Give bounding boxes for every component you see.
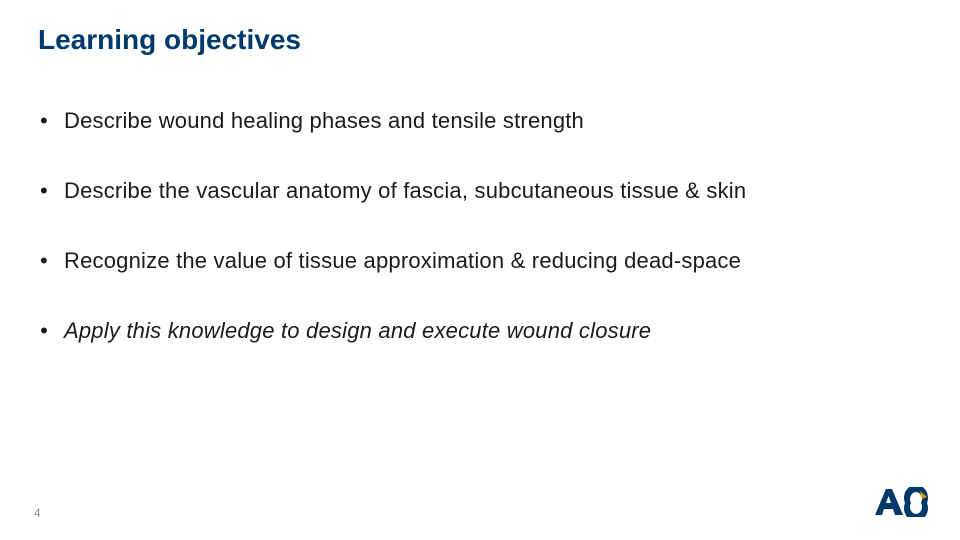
bullet-item: Describe the vascular anatomy of fascia,…	[38, 178, 918, 204]
slide: Learning objectives Describe wound heali…	[0, 0, 960, 540]
bullet-item: Apply this knowledge to design and execu…	[38, 318, 918, 344]
bullet-item: Recognize the value of tissue approximat…	[38, 248, 918, 274]
bullet-text: Recognize the value of tissue approximat…	[64, 248, 741, 273]
bullet-item: Describe wound healing phases and tensil…	[38, 108, 918, 134]
slide-title: Learning objectives	[38, 24, 301, 56]
bullet-text: Describe wound healing phases and tensil…	[64, 108, 584, 133]
ao-logo-icon	[872, 487, 928, 517]
page-number: 4	[34, 506, 41, 520]
ao-logo	[872, 487, 928, 522]
bullet-list: Describe wound healing phases and tensil…	[38, 108, 918, 344]
bullet-text: Apply this knowledge to design and execu…	[64, 318, 651, 343]
bullet-text: Describe the vascular anatomy of fascia,…	[64, 178, 746, 203]
